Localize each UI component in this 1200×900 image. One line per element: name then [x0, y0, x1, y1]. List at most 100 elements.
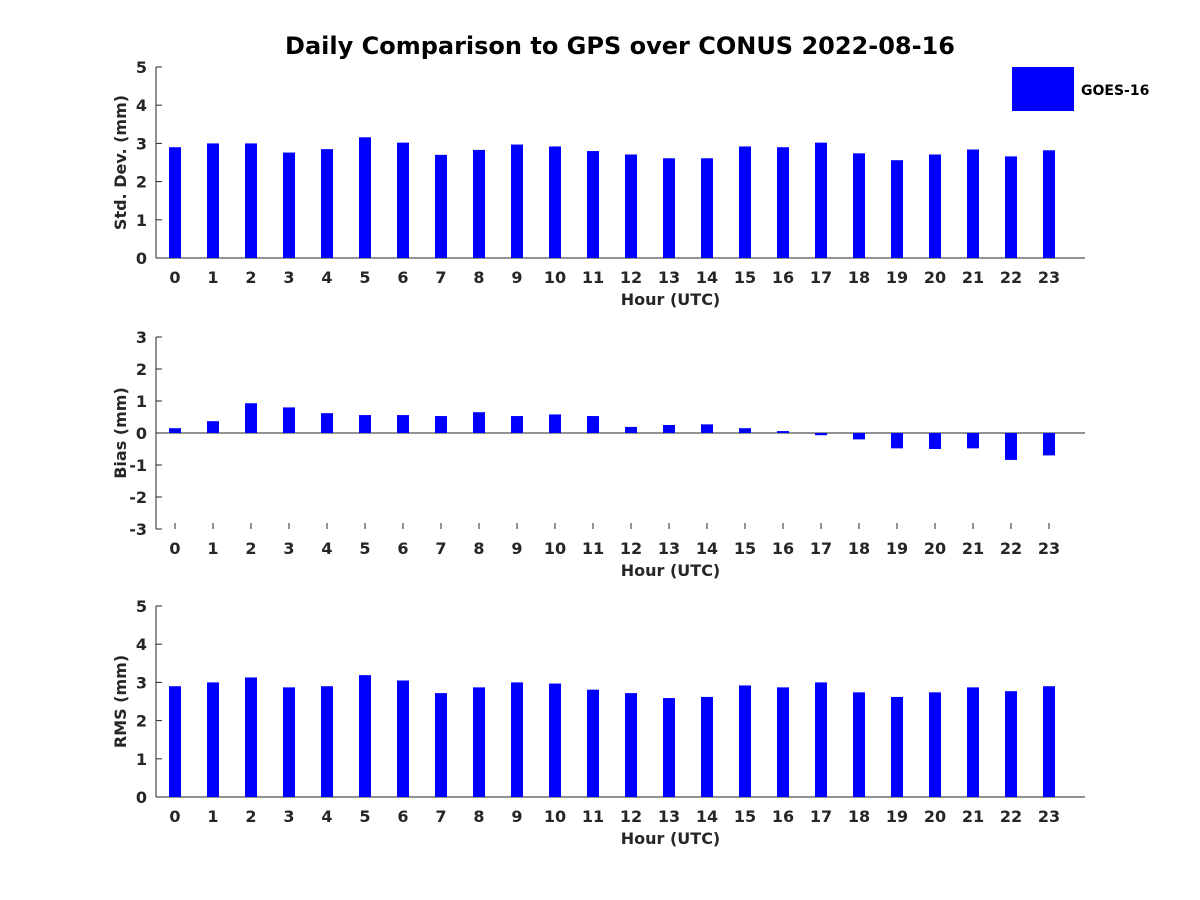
x-tick-label: 16 [772, 807, 794, 826]
x-tick-label: 10 [544, 807, 566, 826]
x-tick-label: 0 [169, 268, 180, 287]
x-tick-label: 2 [245, 268, 256, 287]
x-tick-label: 20 [924, 268, 946, 287]
y-axis-label: Bias (mm) [111, 387, 130, 479]
x-tick-label: 23 [1038, 807, 1060, 826]
bar-hour-3 [283, 152, 295, 258]
x-tick-label: 20 [924, 807, 946, 826]
x-tick-label: 8 [473, 268, 484, 287]
x-tick-label: 22 [1000, 807, 1022, 826]
bar-hour-8 [473, 687, 485, 797]
bar-hour-16 [777, 687, 789, 797]
x-tick-label: 16 [772, 268, 794, 287]
bar-hour-15 [739, 685, 751, 797]
x-tick-label: 23 [1038, 539, 1060, 558]
y-tick-label: 0 [136, 788, 147, 807]
y-tick-label: 5 [136, 597, 147, 616]
bar-hour-7 [435, 416, 447, 433]
x-tick-label: 19 [886, 807, 908, 826]
y-tick-label: 1 [136, 750, 147, 769]
y-tick-label: 0 [136, 424, 147, 443]
bar-hour-20 [929, 692, 941, 797]
bar-hour-16 [777, 147, 789, 258]
bar-hour-1 [207, 421, 219, 433]
y-tick-label: 2 [136, 712, 147, 731]
bar-hour-5 [359, 675, 371, 797]
x-tick-label: 15 [734, 807, 756, 826]
bar-hour-22 [1005, 691, 1017, 797]
x-tick-label: 10 [544, 268, 566, 287]
x-tick-label: 22 [1000, 268, 1022, 287]
bar-hour-2 [245, 403, 257, 433]
x-tick-label: 17 [810, 807, 832, 826]
x-tick-label: 18 [848, 807, 870, 826]
x-tick-label: 14 [696, 268, 718, 287]
bar-hour-21 [967, 149, 979, 258]
bar-hour-12 [625, 154, 637, 258]
x-tick-label: 4 [321, 268, 332, 287]
legend: GOES-16 [1012, 67, 1149, 111]
x-tick-label: 9 [511, 268, 522, 287]
bar-hour-4 [321, 149, 333, 258]
x-tick-label: 7 [435, 539, 446, 558]
bar-hour-19 [891, 433, 903, 449]
legend-swatch [1012, 67, 1074, 111]
bar-hour-7 [435, 693, 447, 797]
x-tick-label: 1 [207, 268, 218, 287]
x-tick-label: 20 [924, 539, 946, 558]
y-tick-label: 0 [136, 249, 147, 268]
bar-hour-10 [549, 683, 561, 797]
x-tick-label: 6 [397, 807, 408, 826]
bar-hour-3 [283, 407, 295, 433]
x-tick-label: 2 [245, 807, 256, 826]
x-tick-label: 15 [734, 268, 756, 287]
x-tick-label: 13 [658, 539, 680, 558]
x-tick-label: 4 [321, 539, 332, 558]
bar-hour-15 [739, 428, 751, 433]
x-axis-label: Hour (UTC) [621, 829, 721, 848]
y-tick-label: 4 [136, 635, 147, 654]
y-tick-label: 2 [136, 360, 147, 379]
bar-hour-23 [1043, 150, 1055, 258]
x-tick-label: 1 [207, 807, 218, 826]
x-tick-label: 17 [810, 268, 832, 287]
bar-hour-21 [967, 687, 979, 797]
y-tick-label: 3 [136, 673, 147, 692]
bar-hour-9 [511, 682, 523, 797]
x-tick-label: 1 [207, 539, 218, 558]
x-tick-label: 22 [1000, 539, 1022, 558]
bar-hour-0 [169, 147, 181, 258]
y-tick-label: -2 [129, 488, 147, 507]
bar-hour-17 [815, 142, 827, 258]
bar-hour-4 [321, 686, 333, 797]
legend-label: GOES-16 [1081, 83, 1149, 99]
y-tick-label: 3 [136, 134, 147, 153]
y-tick-label: -1 [129, 456, 147, 475]
bar-hour-10 [549, 414, 561, 433]
x-tick-label: 7 [435, 268, 446, 287]
x-tick-label: 0 [169, 807, 180, 826]
bar-hour-14 [701, 424, 713, 433]
x-tick-label: 12 [620, 268, 642, 287]
x-tick-label: 6 [397, 268, 408, 287]
bar-hour-18 [853, 692, 865, 797]
bar-hour-2 [245, 143, 257, 258]
bar-hour-0 [169, 686, 181, 797]
x-tick-label: 3 [283, 268, 294, 287]
y-tick-label: -3 [129, 520, 147, 539]
bar-hour-4 [321, 413, 333, 433]
bar-hour-1 [207, 143, 219, 258]
y-axis-label: RMS (mm) [111, 655, 130, 748]
x-tick-label: 4 [321, 807, 332, 826]
x-tick-label: 18 [848, 268, 870, 287]
bar-hour-6 [397, 415, 409, 433]
bar-hour-9 [511, 416, 523, 433]
bar-hour-23 [1043, 433, 1055, 456]
x-tick-label: 12 [620, 539, 642, 558]
bar-hour-8 [473, 149, 485, 258]
bar-hour-22 [1005, 433, 1017, 460]
bar-hour-19 [891, 160, 903, 258]
x-tick-label: 0 [169, 539, 180, 558]
